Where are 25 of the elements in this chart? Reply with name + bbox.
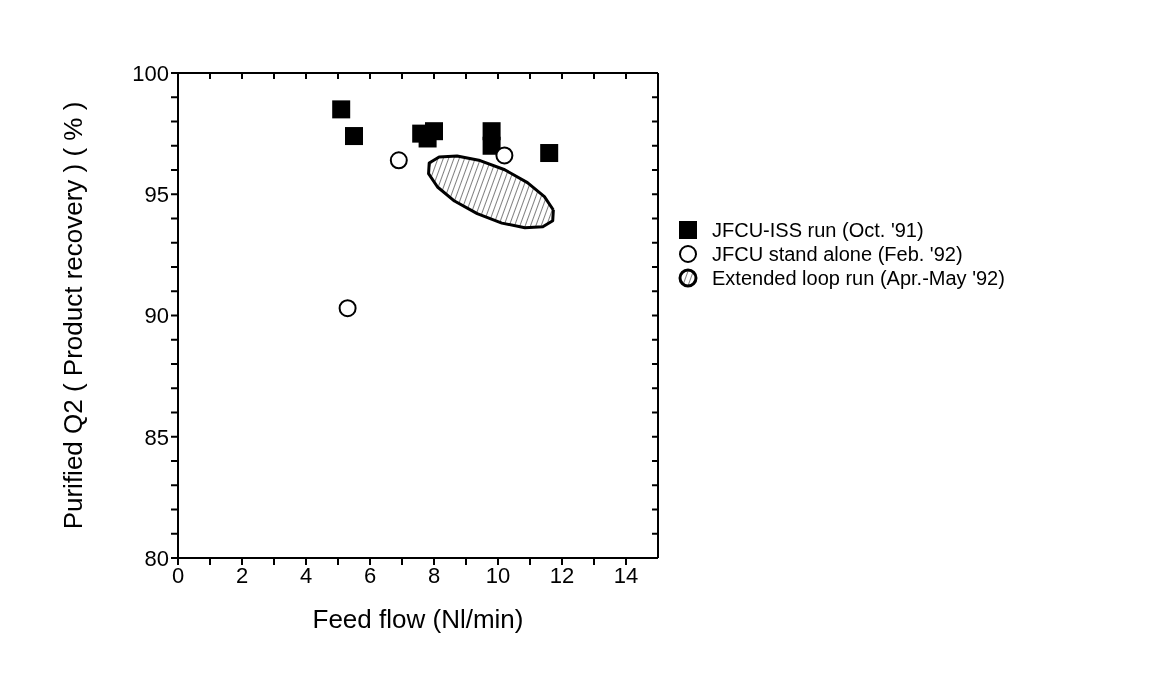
- x-axis-title: Feed flow (Nl/min): [312, 604, 524, 634]
- y-tick-label: 95: [144, 182, 169, 208]
- point: [482, 136, 501, 155]
- x-tick-label: 12: [549, 562, 575, 588]
- x-tick-label: 6: [363, 562, 377, 588]
- point: [338, 299, 357, 318]
- legend-label: Extended loop run (Apr.-May '92): [712, 266, 1005, 290]
- x-tick-label: 14: [613, 562, 639, 588]
- y-tick-label: 90: [144, 303, 169, 329]
- legend-label: JFCU-ISS run (Oct. '91): [712, 218, 924, 242]
- point: [495, 146, 514, 165]
- point: [332, 100, 351, 119]
- x-tick-label: 4: [299, 562, 313, 588]
- x-tick-label: 10: [485, 562, 511, 588]
- x-tick-label: 8: [427, 562, 441, 588]
- y-axis-title: Purified Q2 ( Product recovery ) ( % ): [58, 101, 89, 530]
- point: [389, 151, 408, 170]
- legend-label: JFCU stand alone (Feb. '92): [712, 242, 963, 266]
- y-tick-label: 80: [144, 545, 169, 571]
- x-tick-label: 2: [235, 562, 249, 588]
- y-tick-label: 100: [132, 60, 169, 86]
- point: [345, 127, 363, 146]
- x-tick-label: 0: [171, 562, 185, 588]
- point: [540, 144, 559, 163]
- y-tick-label: 85: [144, 424, 169, 450]
